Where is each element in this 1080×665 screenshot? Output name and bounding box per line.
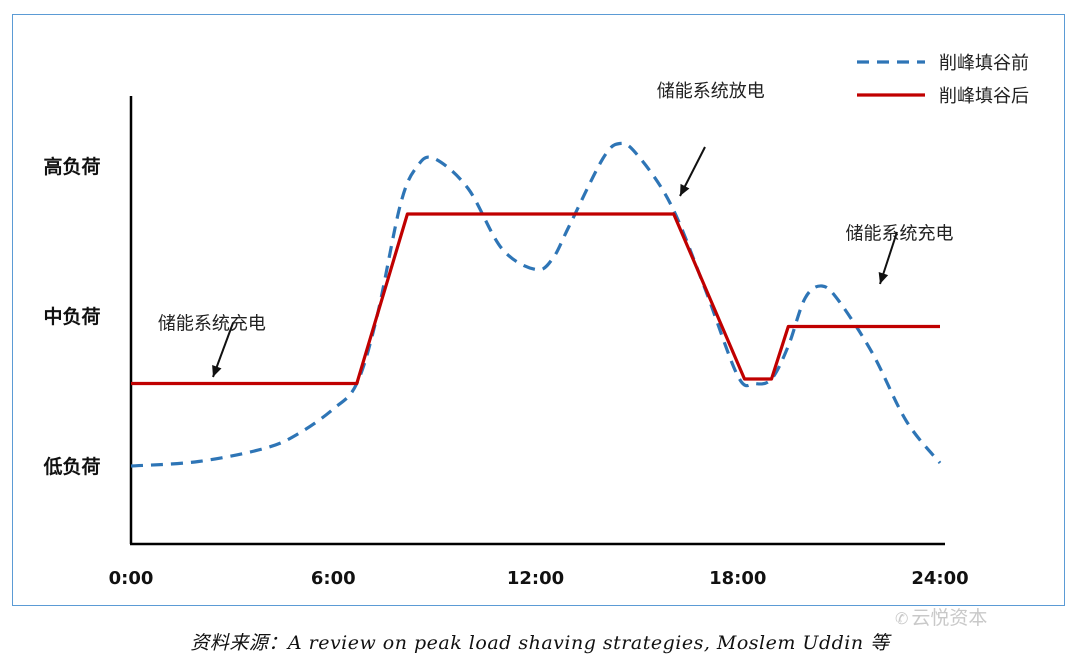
- legend-label: 削峰填谷后: [939, 86, 1029, 107]
- annotation-arrowhead: [212, 364, 222, 377]
- source-note: 资料来源：A review on peak load shaving strat…: [190, 632, 890, 654]
- legend-label: 削峰填谷前: [939, 53, 1029, 74]
- annotation-label: 储能系统充电: [846, 224, 954, 245]
- annotation-label: 储能系统放电: [657, 81, 765, 102]
- watermark: ✆ 云悦资本: [895, 603, 987, 630]
- y-tick-label: 低负荷: [42, 455, 100, 478]
- watermark-text: 云悦资本: [911, 607, 988, 629]
- x-tick-label: 0:00: [109, 568, 154, 589]
- chart-frame: [12, 14, 1065, 606]
- x-tick-label: 24:00: [911, 568, 968, 589]
- y-tick-label: 高负荷: [43, 155, 100, 178]
- annotation-label: 储能系统充电: [158, 314, 266, 335]
- y-tick-label: 中负荷: [43, 305, 100, 328]
- series-line-after: [131, 212, 940, 386]
- x-tick-label: 12:00: [507, 568, 564, 589]
- series-line-before: [130, 141, 942, 468]
- x-tick-label: 6:00: [311, 568, 356, 589]
- x-tick-label: 18:00: [709, 568, 766, 589]
- annotation-arrowhead: [680, 183, 690, 196]
- annotation-arrowhead: [878, 271, 889, 284]
- wechat-icon: ✆: [895, 609, 909, 628]
